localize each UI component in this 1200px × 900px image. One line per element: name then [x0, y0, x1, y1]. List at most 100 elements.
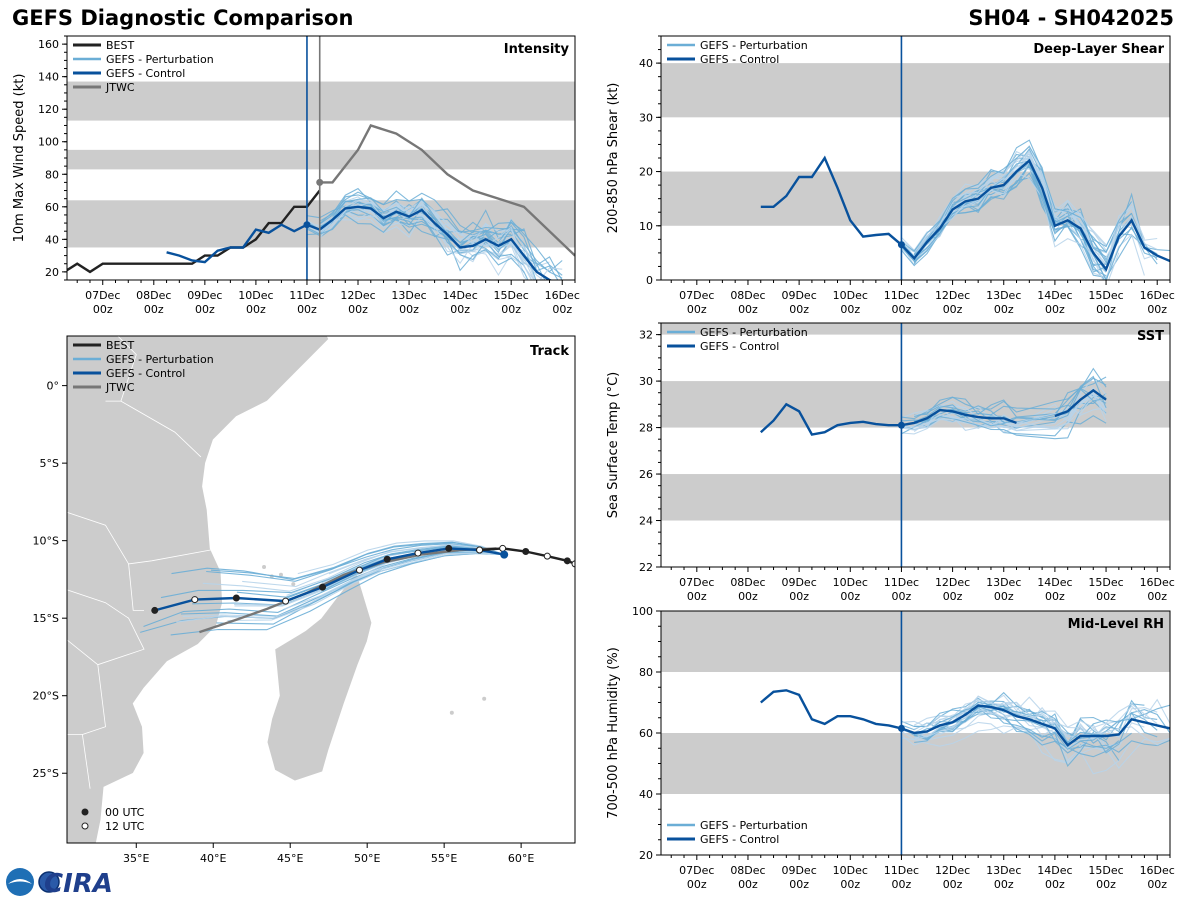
track-perturbation-line	[160, 545, 505, 599]
track-marker-legend-label: 00 UTC	[105, 806, 145, 819]
island	[278, 572, 283, 577]
sst-xtick-hour: 00z	[994, 590, 1014, 603]
sst-xtick-hour: 00z	[1147, 590, 1167, 603]
rh-series-control	[760, 689, 1170, 747]
rh-title: Mid-Level RH	[1068, 617, 1164, 632]
intensity-chart: 2040608010012014016007Dec00z08Dec00z09De…	[12, 35, 580, 316]
track-control-marker	[232, 594, 240, 602]
intensity-ytick-label: 60	[45, 201, 59, 214]
sst-xtick-date: 13Dec	[986, 576, 1021, 589]
intensity-xtick-date: 16Dec	[545, 289, 580, 302]
intensity-perturbation-line	[306, 199, 537, 266]
rh-perturbation-line	[901, 721, 1170, 770]
rh-xtick-date: 16Dec	[1140, 864, 1175, 877]
rh-xtick-hour: 00z	[1096, 878, 1116, 891]
shear-ylabel: 200-850 hPa Shear (kt)	[606, 83, 621, 234]
sst-ylabel: Sea Surface Temp (°C)	[606, 372, 621, 519]
noaa-bird-icon	[8, 879, 32, 884]
rh-init-marker	[897, 724, 905, 732]
legend-label-best: BEST	[106, 39, 134, 52]
track-init-marker	[500, 550, 509, 559]
track-xtick-label: 60°E	[508, 852, 534, 865]
track-marker-legend-label: 12 UTC	[105, 820, 145, 833]
rh-inner	[661, 611, 1170, 794]
intensity-xtick-date: 11Dec	[289, 289, 324, 302]
shear-xtick-hour: 00z	[687, 303, 707, 316]
track-xtick-label: 35°E	[123, 852, 149, 865]
shear-xtick-date: 13Dec	[986, 289, 1021, 302]
intensity-xtick-date: 12Dec	[340, 289, 375, 302]
intensity-xtick-hour: 00z	[93, 303, 113, 316]
track-perturbation-line	[242, 543, 505, 588]
madagascar-landmass	[266, 570, 373, 782]
island	[482, 696, 487, 701]
sst-frame	[660, 322, 1171, 568]
rh-xtick-date: 08Dec	[730, 864, 765, 877]
shear-xtick-date: 09Dec	[781, 289, 816, 302]
sst-xtick-hour: 00z	[1096, 590, 1116, 603]
cira-logo-text: CIRA	[44, 869, 113, 898]
rh-perturbation-line	[914, 699, 1158, 740]
page-title: GEFS Diagnostic Comparison	[12, 6, 354, 30]
shear-xtick-hour: 00z	[789, 303, 809, 316]
track-best-marker	[563, 557, 571, 565]
shear-ytick-label: 40	[639, 57, 653, 70]
shear-perturbation-line	[901, 139, 1133, 252]
sst-ytick-label: 32	[639, 329, 653, 342]
sst-perturbation-line	[901, 415, 1107, 437]
intensity-ytick-label: 160	[38, 38, 59, 51]
island	[449, 710, 454, 715]
intensity-perturbation-line	[319, 197, 559, 280]
intensity-xtick-date: 08Dec	[136, 289, 171, 302]
shear-xtick-hour: 00z	[1096, 303, 1116, 316]
intensity-ytick-label: 100	[38, 136, 59, 149]
country-border	[105, 400, 202, 458]
rh-ytick-label: 40	[639, 788, 653, 801]
sst-perturbation-line	[913, 367, 1107, 423]
track-best-marker	[571, 560, 575, 568]
intensity-ytick-label: 80	[45, 168, 59, 181]
sst-xtick-date: 08Dec	[730, 576, 765, 589]
rh-xtick-hour: 00z	[994, 878, 1014, 891]
track-xtick-label: 50°E	[354, 852, 380, 865]
intensity-xtick-hour: 00z	[552, 303, 572, 316]
noaa-logo-icon	[6, 868, 34, 896]
rh-xtick-date: 12Dec	[935, 864, 970, 877]
track-control-marker	[476, 546, 484, 554]
sst-ytick-label: 24	[639, 515, 653, 528]
shear-ytick-label: 30	[639, 111, 653, 124]
shear-band	[661, 171, 1170, 226]
rh-xtick-hour: 00z	[1045, 878, 1065, 891]
intensity-band	[67, 149, 575, 170]
rh-xtick-hour: 00z	[840, 878, 860, 891]
intensity-ytick-label: 120	[38, 103, 59, 116]
legend-label-perturbation: GEFS - Perturbation	[700, 819, 808, 832]
track-ytick-label: 25°S	[33, 767, 59, 780]
country-border	[67, 639, 99, 666]
storm-id: SH04 - SH042025	[968, 6, 1174, 30]
track-control-marker	[414, 549, 422, 557]
rh-perturbation-line	[901, 704, 1170, 744]
legend-label-jtwc: JTWC	[105, 381, 135, 394]
shear-xtick-date: 14Dec	[1037, 289, 1072, 302]
intensity-xtick-date: 10Dec	[238, 289, 273, 302]
track-best-marker	[543, 552, 551, 560]
intensity-xtick-date: 07Dec	[85, 289, 120, 302]
intensity-xtick-hour: 00z	[501, 303, 521, 316]
track-perturbation-line	[297, 540, 505, 575]
legend-label-control: GEFS - Control	[106, 67, 185, 80]
intensity-xtick-hour: 00z	[246, 303, 266, 316]
track-best-marker	[522, 548, 530, 556]
track-ytick-label: 5°S	[40, 457, 59, 470]
shear-xtick-date: 16Dec	[1140, 289, 1175, 302]
shear-xtick-hour: 00z	[840, 303, 860, 316]
sst-xtick-date: 07Dec	[679, 576, 714, 589]
rh-perturbation-line	[913, 698, 1170, 745]
legend-label-control: GEFS - Control	[106, 367, 185, 380]
legend-label-perturbation: GEFS - Perturbation	[106, 353, 214, 366]
sst-title: SST	[1137, 329, 1164, 344]
shear-band	[661, 63, 1170, 118]
rh-chart: 2040608010007Dec00z08Dec00z09Dec00z10Dec…	[606, 605, 1175, 891]
track-control-marker	[383, 555, 391, 563]
